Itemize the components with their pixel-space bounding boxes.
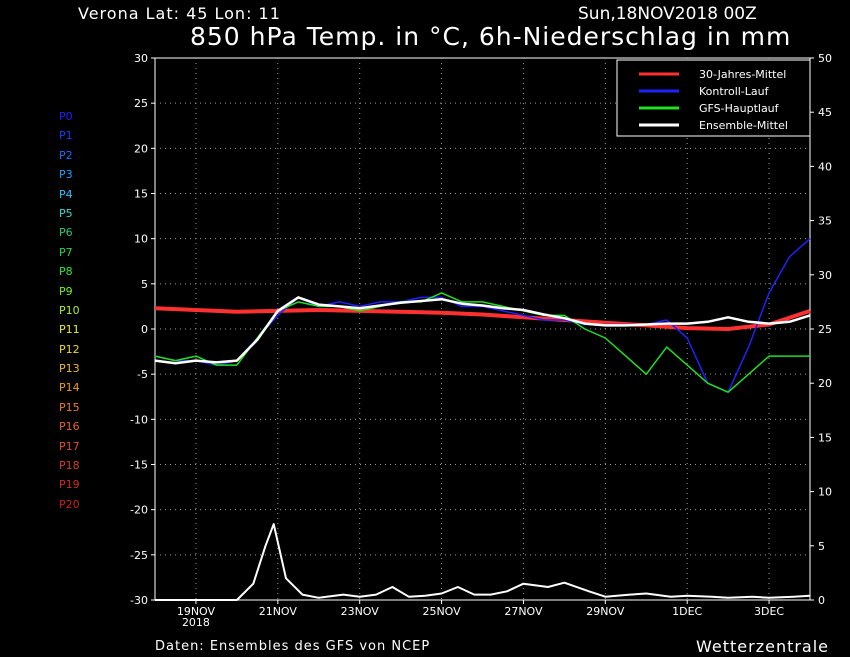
y-left-tick-label: 0: [141, 323, 148, 336]
y-right-tick-label: 40: [818, 160, 832, 173]
brand-label: Wetterzentrale: [696, 637, 830, 656]
location-label: Verona Lat: 45 Lon: 11: [78, 4, 281, 23]
x-tick-sublabel: 2018: [182, 616, 210, 629]
member-label: P3: [59, 168, 73, 182]
member-label: P15: [59, 400, 80, 414]
member-label: P1: [59, 129, 73, 143]
y-right-tick-label: 45: [818, 106, 832, 119]
member-label: P14: [59, 381, 80, 395]
y-left-tick-label: -25: [130, 549, 148, 562]
y-right-tick-label: 25: [818, 323, 832, 336]
x-tick-label: 29NOV: [586, 605, 625, 618]
y-right-tick-label: 10: [818, 486, 832, 499]
member-label: P9: [59, 284, 73, 298]
series-line: [154, 296, 811, 365]
data-source-label: Daten: Ensembles des GFS von NCEP: [155, 639, 431, 654]
y-right-tick-label: 20: [818, 377, 832, 390]
x-tick-label: 19NOV: [177, 605, 216, 618]
y-left-tick-label: -10: [130, 413, 148, 426]
member-label: P16: [59, 420, 80, 434]
y-left-tick-label: -30: [130, 594, 148, 607]
y-left-tick-label: 10: [134, 233, 148, 246]
legend-label: Ensemble-Mittel: [699, 119, 788, 132]
y-left-tick-label: -20: [130, 504, 148, 517]
member-label: P17: [59, 439, 80, 453]
x-tick-label: 3DEC: [754, 605, 784, 618]
y-left-tick-label: 5: [141, 278, 148, 291]
x-tick-label: 23NOV: [341, 605, 380, 618]
y-left-tick-label: -15: [130, 459, 148, 472]
y-right-tick-label: 5: [818, 540, 825, 553]
legend-label: GFS-Hauptlauf: [699, 102, 780, 115]
x-tick-label: 25NOV: [422, 605, 461, 618]
y-left-tick-label: 30: [134, 52, 148, 65]
member-label: P7: [59, 245, 73, 259]
member-label: P11: [59, 323, 80, 337]
y-right-tick-label: 35: [818, 215, 832, 228]
series-line: [154, 306, 811, 331]
ensemble-member-list: P0 P1 P2 P3 P4 P5 P6 P7 P8 P9 P10 P11 P12 P13 P14 P15 P1…: [59, 110, 80, 517]
x-tick-label: 27NOV: [504, 605, 543, 618]
y-right-tick-label: 15: [818, 431, 832, 444]
y-right-tick-label: 0: [818, 594, 825, 607]
member-label: P2: [59, 148, 73, 162]
y-right-tick-label: 30: [818, 269, 832, 282]
member-label: P4: [59, 187, 73, 201]
y-left-tick-label: -5: [137, 368, 148, 381]
run-date-label: Sun,18NOV2018 00Z: [578, 4, 757, 24]
member-label: P5: [59, 206, 73, 220]
y-right-tick-label: 50: [818, 52, 832, 65]
series-line: [155, 523, 811, 601]
member-label: P13: [59, 362, 80, 376]
member-label: P8: [59, 265, 73, 279]
y-left-tick-label: 25: [134, 97, 148, 110]
legend-label: 30-Jahres-Mittel: [699, 68, 786, 81]
member-label: P19: [59, 478, 80, 492]
chart-title: 850 hPa Temp. in °C, 6h-Niederschlag in …: [190, 22, 792, 51]
legend-label: Kontroll-Lauf: [699, 85, 770, 98]
x-tick-label: 1DEC: [672, 605, 702, 618]
member-label: P6: [59, 226, 73, 240]
x-tick-label: 21NOV: [259, 605, 298, 618]
member-label: P10: [59, 303, 80, 317]
member-label: P12: [59, 342, 80, 356]
member-label: P0: [59, 110, 73, 123]
y-left-tick-label: 15: [134, 188, 148, 201]
y-left-tick-label: 20: [134, 142, 148, 155]
member-label: P18: [59, 459, 80, 473]
member-label: P20: [59, 497, 80, 511]
